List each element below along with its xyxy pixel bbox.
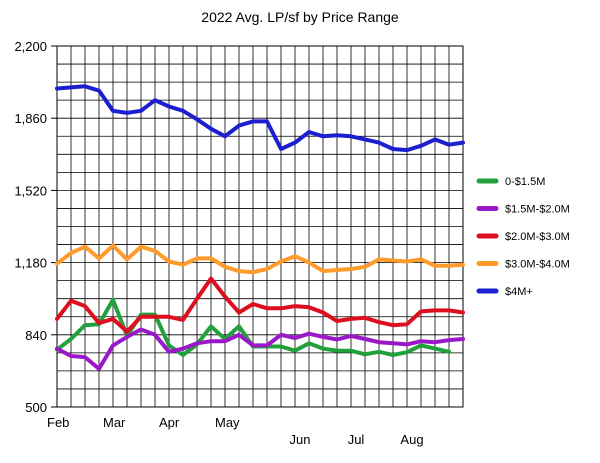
series-line-5 <box>55 84 465 153</box>
legend-label: $2.0M-$3.0M <box>505 231 570 243</box>
series-line-4 <box>55 243 465 275</box>
legend-item: $1.5M-$2.0M <box>476 204 570 216</box>
legend: 0-$1.5M $1.5M-$2.0M $2.0M-$3.0M $3.0M-$4.0M… <box>476 176 570 298</box>
x-tick-label: Mar <box>103 415 126 430</box>
x-tick-label: Jun <box>290 432 311 447</box>
legend-label: $4M+ <box>505 286 533 298</box>
plot-border <box>56 45 464 408</box>
legend-item: $3.0M-$4.0M <box>476 259 570 271</box>
x-tick-label: May <box>215 415 240 430</box>
y-tick-label: 1,180 <box>14 256 47 271</box>
legend-item: 0-$1.5M <box>476 176 545 188</box>
x-tick-label: Jul <box>348 432 365 447</box>
y-tick-label: 2,200 <box>14 39 47 54</box>
legend-label: $3.0M-$4.0M <box>505 259 570 271</box>
legend-label: 0-$1.5M <box>505 176 545 188</box>
series-line-3 <box>55 276 465 334</box>
x-tick-label: Aug <box>400 432 423 447</box>
series-lines <box>55 84 465 371</box>
legend-item: $4M+ <box>476 286 533 298</box>
legend-item: $2.0M-$3.0M <box>476 231 570 243</box>
y-tick-label: 1,520 <box>14 183 47 198</box>
y-tick-label: 840 <box>25 328 47 343</box>
legend-label: $1.5M-$2.0M <box>505 204 570 216</box>
chart-title: 2022 Avg. LP/sf by Price Range <box>201 9 399 25</box>
y-tick-label: 500 <box>25 400 47 415</box>
y-tick-label: 1,860 <box>14 111 47 126</box>
x-tick-label: Apr <box>159 415 180 430</box>
x-tick-label: Feb <box>47 415 69 430</box>
series-line-2 <box>55 327 465 371</box>
